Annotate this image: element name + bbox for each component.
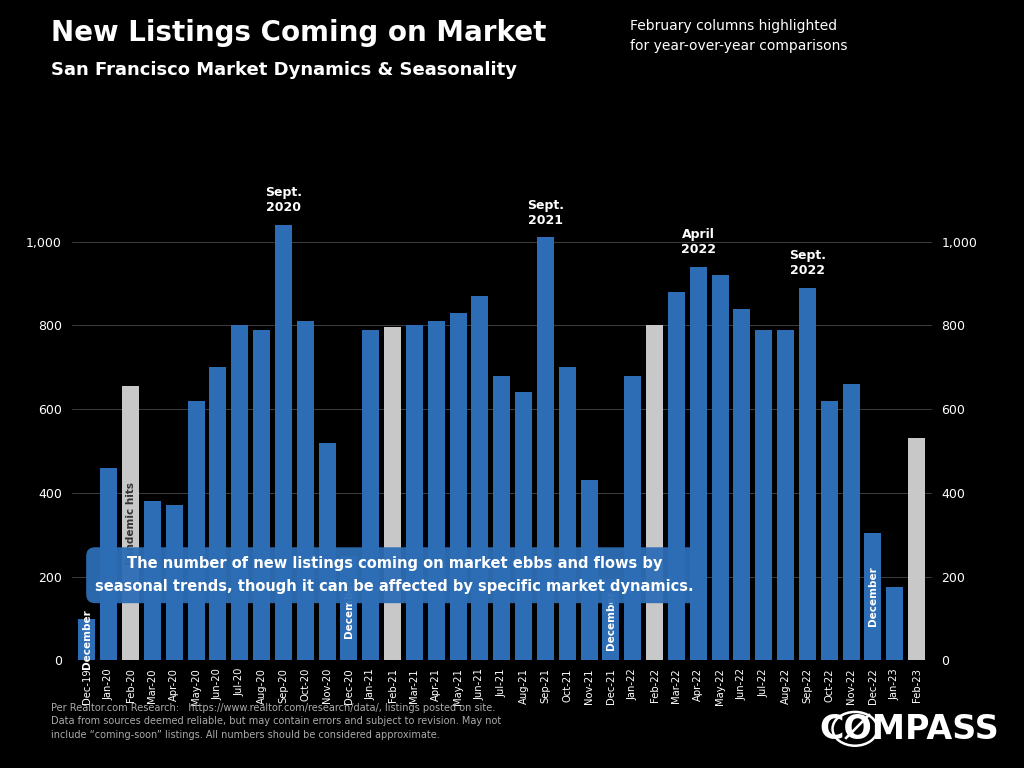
Text: Sept.
2021: Sept. 2021 bbox=[527, 199, 564, 227]
Bar bbox=[340, 556, 357, 660]
Bar bbox=[144, 502, 161, 660]
Bar bbox=[864, 533, 882, 660]
Bar bbox=[166, 505, 183, 660]
Bar bbox=[756, 329, 772, 660]
Bar bbox=[274, 225, 292, 660]
Bar bbox=[494, 376, 510, 660]
Bar bbox=[318, 442, 336, 660]
Text: San Francisco Market Dynamics & Seasonality: San Francisco Market Dynamics & Seasonal… bbox=[51, 61, 517, 79]
Text: December: December bbox=[82, 610, 92, 670]
Text: April
2022: April 2022 bbox=[681, 228, 716, 257]
Text: Pandemic hits: Pandemic hits bbox=[126, 482, 135, 564]
Bar bbox=[843, 384, 859, 660]
Bar bbox=[886, 588, 903, 660]
Bar bbox=[187, 401, 205, 660]
Bar bbox=[537, 237, 554, 660]
Text: December: December bbox=[606, 590, 615, 650]
Bar bbox=[210, 367, 226, 660]
Bar bbox=[100, 468, 118, 660]
Bar bbox=[733, 309, 751, 660]
Bar bbox=[79, 618, 95, 660]
Text: New Listings Coming on Market: New Listings Coming on Market bbox=[51, 19, 547, 47]
Text: February columns highlighted
for year-over-year comparisons: February columns highlighted for year-ov… bbox=[630, 19, 847, 53]
Text: December: December bbox=[344, 578, 354, 638]
Bar bbox=[297, 321, 313, 660]
Bar bbox=[668, 292, 685, 660]
Bar bbox=[712, 275, 729, 660]
Bar bbox=[450, 313, 467, 660]
Text: Sept.
2022: Sept. 2022 bbox=[788, 249, 826, 277]
Bar bbox=[384, 327, 401, 660]
Bar bbox=[581, 480, 598, 660]
Text: The number of new listings coming on market ebbs and flows by
seasonal trends, t: The number of new listings coming on mar… bbox=[95, 556, 693, 594]
Bar bbox=[820, 401, 838, 660]
Bar bbox=[428, 321, 444, 660]
Bar bbox=[122, 386, 139, 660]
Bar bbox=[253, 329, 270, 660]
Bar bbox=[602, 579, 620, 660]
Bar bbox=[515, 392, 532, 660]
Bar bbox=[559, 367, 575, 660]
Bar bbox=[471, 296, 488, 660]
Bar bbox=[777, 329, 794, 660]
Bar bbox=[625, 376, 641, 660]
Bar bbox=[646, 326, 664, 660]
Bar bbox=[690, 266, 707, 660]
Text: December: December bbox=[868, 567, 878, 627]
Text: Sept.
2020: Sept. 2020 bbox=[265, 187, 302, 214]
Text: Per Realtor.com Research:   https://www.realtor.com/research/data/, listings pos: Per Realtor.com Research: https://www.re… bbox=[51, 703, 502, 740]
Text: CØMPASS: CØMPASS bbox=[819, 713, 999, 746]
Bar bbox=[231, 326, 248, 660]
Bar bbox=[799, 288, 816, 660]
Bar bbox=[406, 326, 423, 660]
Bar bbox=[362, 329, 379, 660]
Bar bbox=[908, 439, 925, 660]
